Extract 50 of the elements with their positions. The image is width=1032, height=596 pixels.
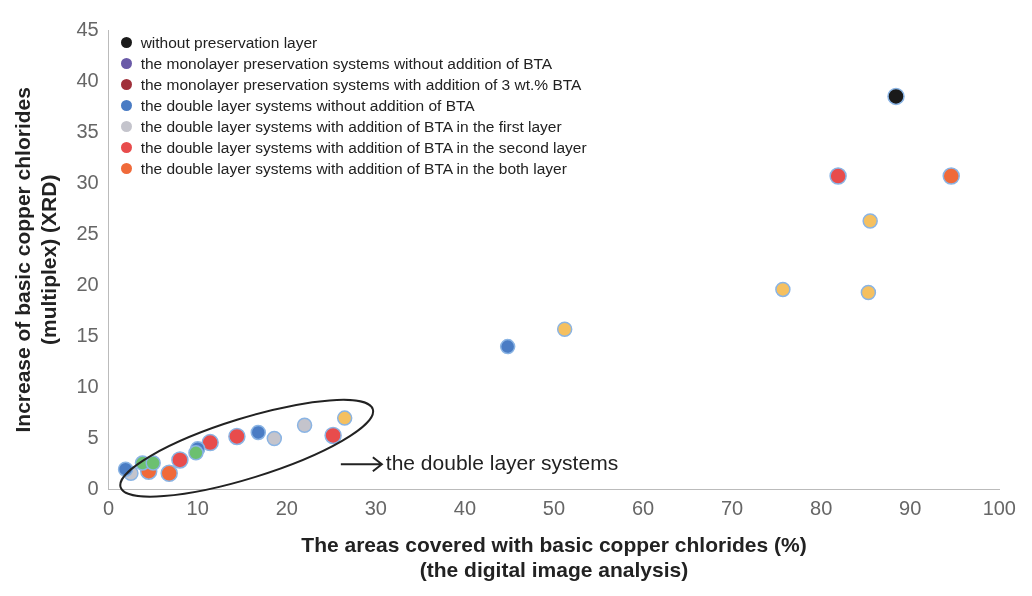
legend-label: the monolayer preservation systems with addition of 3 wt.% BTA <box>140 75 582 95</box>
y-tick-label: 10 <box>76 374 99 397</box>
x-tick-label: 10 <box>186 497 209 520</box>
y-tick-label: 30 <box>76 170 99 193</box>
point <box>336 410 353 426</box>
y-tick-label: 35 <box>76 119 99 142</box>
y-axis-title: Increase of basic copper chlorides (multiplex) (XRD) <box>11 87 60 433</box>
point <box>775 281 791 298</box>
point <box>228 427 246 446</box>
point <box>296 417 313 434</box>
point <box>942 167 960 185</box>
x-tick-label: 90 <box>899 497 922 520</box>
legend-label: the double layer systems with addition of BTA in the first layer <box>140 117 562 137</box>
point <box>171 451 189 469</box>
legend-label: the monolayer preservation systems without addition of BTA <box>140 54 553 74</box>
point <box>160 464 178 483</box>
point <box>499 338 516 355</box>
x-tick-label: 50 <box>542 497 566 520</box>
point <box>266 430 283 447</box>
annotation: the double layer systems <box>385 451 619 475</box>
x-tick-label: 60 <box>631 497 655 520</box>
point <box>862 213 878 229</box>
y-tick-label: 40 <box>76 68 99 91</box>
point <box>324 426 342 445</box>
point <box>201 433 219 452</box>
legend-label: the double layer systems with addition of BTA in the second layer <box>140 138 587 158</box>
point <box>829 167 847 185</box>
y-tick-label: 25 <box>76 221 99 244</box>
x-tick-label: 30 <box>364 497 387 520</box>
x-tick-label: 0 <box>103 497 115 520</box>
y-tick-label: 5 <box>87 426 99 449</box>
x-axis-title: The areas covered with basic copper chlorides (%) (the digital image analysis) <box>301 533 807 582</box>
point <box>887 87 905 106</box>
legend-label: without preservation layer <box>140 33 318 53</box>
x-tick-label: 80 <box>810 497 833 520</box>
point <box>145 455 161 471</box>
y-tick-label: 45 <box>76 17 99 40</box>
x-tick-label: 20 <box>275 497 298 520</box>
legend-label: the double layer systems without addition of BTA <box>140 96 475 116</box>
y-tick-label: 15 <box>76 323 99 346</box>
x-tick-label: 40 <box>453 497 477 520</box>
point <box>556 321 573 337</box>
x-tick-label: 70 <box>720 497 744 520</box>
y-tick-label: 0 <box>87 477 99 500</box>
point <box>188 445 204 461</box>
x-tick-label: 100 <box>982 497 1016 520</box>
point <box>250 424 267 441</box>
y-tick-label: 20 <box>76 272 99 295</box>
point <box>860 284 877 301</box>
legend-label: the double layer systems with addition of BTA in the both layer <box>140 159 567 179</box>
